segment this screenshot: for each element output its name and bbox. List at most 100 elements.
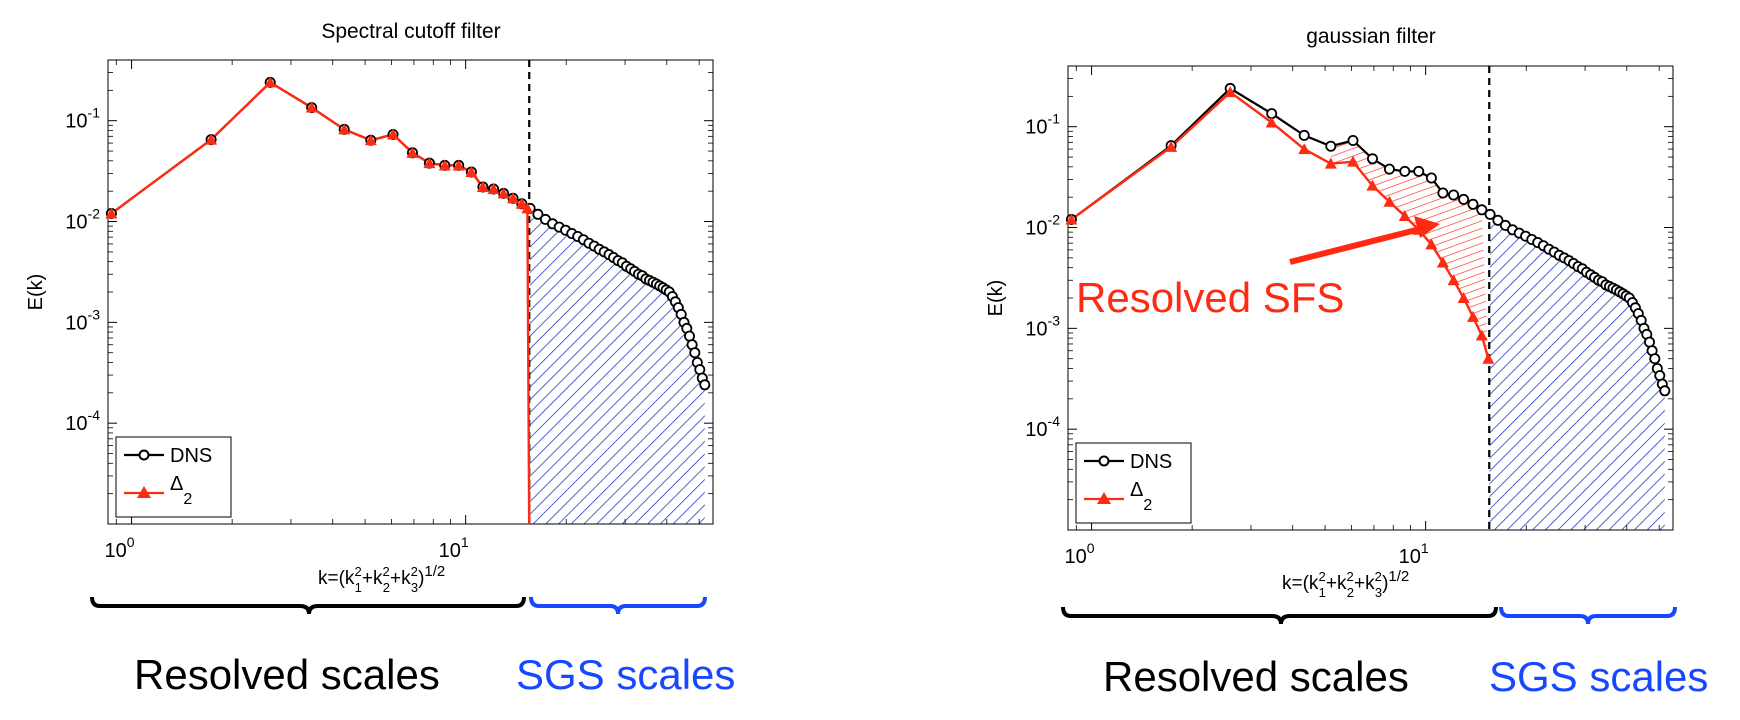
y-tick-label: 10-4 (1025, 413, 1060, 441)
gaussian-filter-panel: gaussian filter 10-1 10-2 10-3 10-4 100 101 E… (985, 25, 1708, 700)
filtered-point (1224, 86, 1237, 98)
filtered-point (205, 133, 218, 145)
xlabel-sup-1: 2 (354, 564, 361, 579)
xlabel-sup-1: 2 (1318, 569, 1325, 584)
dns-point (1659, 385, 1671, 397)
legend-dns-marker (1098, 455, 1110, 467)
xlabel-sub-1: 1 (1319, 585, 1326, 600)
xlabel-exponent: 1/2 (1388, 568, 1409, 585)
resolved-scales-bracket (90, 596, 526, 615)
filtered-point (452, 159, 465, 171)
filtered-point (406, 146, 419, 158)
legend-box (115, 436, 232, 518)
dns-point (1298, 129, 1310, 141)
axis-ticks: 10-1 10-2 10-3 10-4 100 101 (1025, 65, 1673, 568)
legend: DNS Δ2 (115, 436, 232, 518)
filtered-point (1165, 140, 1178, 152)
x-tick-label: 100 (1065, 540, 1095, 568)
dns-point (689, 347, 701, 359)
dns-point (1347, 134, 1359, 146)
dns-point (1425, 172, 1437, 184)
xlabel-sub-2: 2 (1347, 585, 1354, 600)
y-tick-label: 10-4 (65, 407, 100, 435)
filtered-point (1265, 116, 1278, 128)
series-markers (1065, 82, 1671, 397)
filtered-point (507, 192, 520, 204)
filtered-point (264, 76, 277, 88)
xlabel-plus-1: +k (1326, 573, 1347, 594)
x-axis-label: k=(k2 1+k2 2+k2 3)1/2 (318, 563, 445, 595)
dns-point (1492, 214, 1504, 226)
resolved-scales-bracket (1061, 606, 1498, 625)
filtered-point (105, 207, 118, 219)
dns-point (1413, 165, 1425, 177)
filtered-point (305, 101, 318, 113)
filtered-point (1425, 238, 1438, 250)
axis-ticks: 10-1 10-2 10-3 10-4 100 101 (65, 59, 713, 562)
resolved-sfs-annotation: Resolved SFS (1076, 274, 1344, 321)
resolved-scales-label: Resolved scales (1103, 653, 1409, 700)
filtered-point (386, 128, 399, 140)
legend-filtered-marker (1097, 492, 1111, 504)
xlabel-base: k=(k (1282, 573, 1319, 594)
chart-title: Spectral cutoff filter (321, 20, 500, 43)
filtered-point (1346, 155, 1359, 167)
filtered-point (521, 202, 534, 214)
dns-point (1325, 140, 1337, 152)
legend: DNS Δ2 (1075, 442, 1192, 524)
filtered-point (515, 197, 528, 209)
legend-dns-marker (138, 449, 150, 461)
xlabel-plus-2: +k (1354, 573, 1375, 594)
dns-point (699, 379, 711, 391)
dns-point (1448, 189, 1460, 201)
dns-point (1437, 187, 1449, 199)
xlabel-sub-3: 3 (411, 580, 418, 595)
dns-point (1467, 198, 1479, 210)
filtered-point (1398, 210, 1411, 222)
filtered-point (1298, 143, 1311, 155)
filtered-point (1324, 157, 1337, 169)
x-tick-label: 100 (105, 534, 135, 562)
dns-point (532, 208, 544, 220)
sgs-scales-bracket (1499, 606, 1677, 625)
sgs-scales-label: SGS scales (1489, 653, 1708, 700)
xlabel-plus-2: +k (390, 568, 411, 589)
filtered-point (476, 181, 489, 193)
legend-dns-label: DNS (170, 445, 212, 467)
dns-point (1383, 163, 1395, 175)
xlabel-sup-3: 2 (1375, 569, 1382, 584)
legend-box (1075, 442, 1192, 524)
xlabel-sup-3: 2 (411, 564, 418, 579)
filtered-point (465, 165, 478, 177)
chart-title: gaussian filter (1306, 25, 1436, 48)
filtered-point (338, 123, 351, 135)
filtered-point (364, 134, 377, 146)
xlabel-sub-1: 1 (355, 580, 362, 595)
resolved-sfs-arrow (1289, 216, 1440, 265)
filtered-point (1467, 310, 1480, 322)
sgs-scales-bracket (529, 596, 707, 615)
filtered-point (423, 157, 436, 169)
spectral-cutoff-panel: Spectral cutoff filter 10-110-210-310-41… (25, 20, 735, 698)
xlabel-sub-2: 2 (383, 580, 390, 595)
dns-point (1484, 208, 1496, 220)
dns-point (1399, 165, 1411, 177)
y-tick-label: 10-1 (1025, 111, 1060, 139)
filtered-point (1457, 292, 1470, 303)
y-tick-label: 10-3 (1025, 312, 1060, 340)
filtered-point (487, 183, 500, 195)
resolved-scales-label: Resolved scales (134, 651, 440, 698)
xlabel-sub-3: 3 (1375, 585, 1382, 600)
filtered-point (1383, 195, 1396, 207)
filtered-point (438, 159, 451, 171)
y-axis-label: E(k) (985, 280, 1007, 317)
x-tick-label: 101 (439, 534, 469, 562)
y-tick-label: 10-3 (65, 306, 100, 334)
legend-dns-label: DNS (1130, 451, 1172, 473)
xlabel-close: ) (418, 568, 424, 589)
y-tick-label: 10-2 (65, 206, 100, 234)
dns-point (1458, 193, 1470, 205)
filtered-point (1436, 256, 1449, 268)
filtered-point (497, 187, 510, 199)
legend-filtered-label: Δ2 (1130, 479, 1152, 514)
